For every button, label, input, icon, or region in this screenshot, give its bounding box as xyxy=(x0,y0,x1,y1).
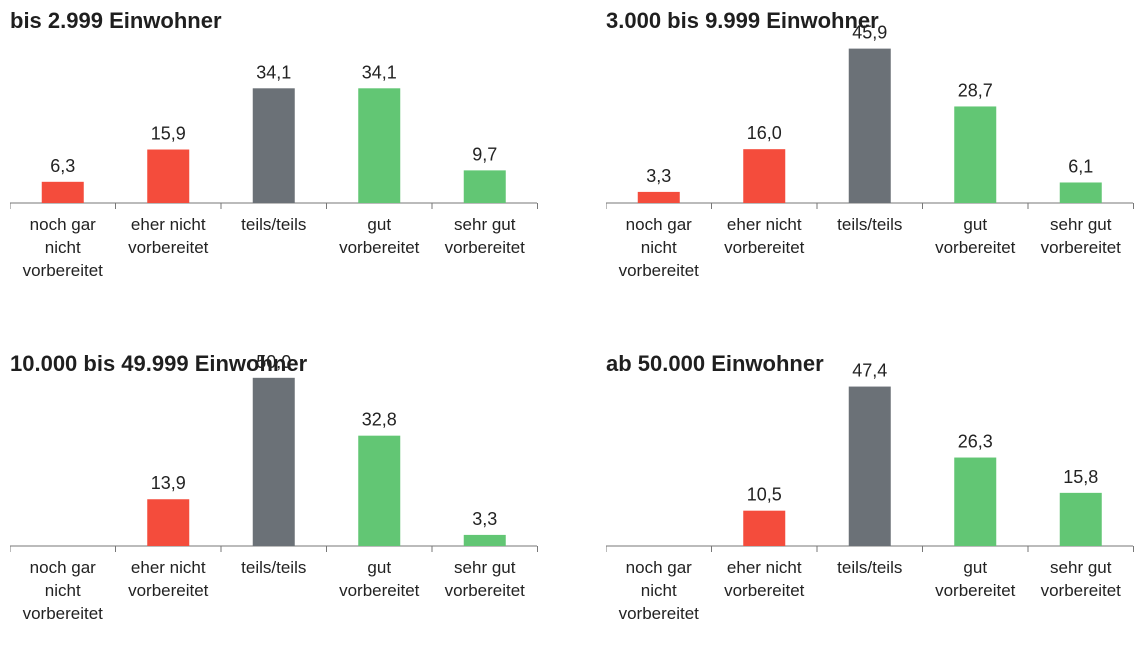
chart-title: 10.000 bis 49.999 Einwohner xyxy=(10,351,308,376)
chart-title: 3.000 bis 9.999 Einwohner xyxy=(606,8,879,33)
data-label: 32,8 xyxy=(362,410,397,430)
bar xyxy=(1059,182,1102,203)
data-label: 3,3 xyxy=(472,509,497,529)
chart-panel-2: 3.000 bis 9.999 Einwohner 3,3 noch gar nic… xyxy=(606,8,1144,328)
x-tick-label: gut vorbereitet xyxy=(339,558,420,600)
x-tick-label: eher nicht vorbereitet xyxy=(724,558,805,600)
x-tick-label: teils/teils xyxy=(837,215,902,234)
data-label: 34,1 xyxy=(362,62,397,82)
x-tick-label: sehr gut vorbereitet xyxy=(1041,215,1122,257)
bar xyxy=(848,386,891,546)
x-tick-label: teils/teils xyxy=(241,558,306,577)
x-tick-label: eher nicht vorbereitet xyxy=(128,558,209,600)
data-label: 28,7 xyxy=(958,80,993,100)
bar-chart: noch gar nicht vorbereitet 13,9 eher nicht vo… xyxy=(10,352,538,623)
x-tick-label: noch gar nicht vorbereitet xyxy=(619,215,700,280)
bar xyxy=(147,499,190,546)
x-tick-label: sehr gut vorbereitet xyxy=(445,558,526,600)
x-tick-label: teils/teils xyxy=(241,215,306,234)
chart-title: bis 2.999 Einwohner xyxy=(10,8,222,33)
x-tick-label: noch gar nicht vorbereitet xyxy=(619,558,700,623)
x-tick-label: gut vorbereitet xyxy=(339,215,420,257)
chart-panel-3: 10.000 bis 49.999 Einwohner noch gar nich… xyxy=(10,351,570,671)
data-label: 34,1 xyxy=(256,62,291,82)
bar xyxy=(743,149,786,203)
data-label: 13,9 xyxy=(151,473,186,493)
data-label: 47,4 xyxy=(852,361,887,381)
x-tick-label: teils/teils xyxy=(837,558,902,577)
x-tick-label: gut vorbereitet xyxy=(935,558,1016,600)
data-label: 16,0 xyxy=(747,123,782,143)
bar xyxy=(358,88,401,203)
x-tick-label: noch gar nicht vorbereitet xyxy=(23,558,104,623)
bar-chart: 3,3 noch gar nicht vorbereitet 16,0 eher nich… xyxy=(606,23,1134,280)
bar xyxy=(743,510,786,546)
bar xyxy=(252,88,295,203)
data-label: 15,8 xyxy=(1063,467,1098,487)
x-tick-label: noch gar nicht vorbereitet xyxy=(23,215,104,280)
data-label: 3,3 xyxy=(646,166,671,186)
data-label: 15,9 xyxy=(151,124,186,144)
data-label: 10,5 xyxy=(747,485,782,505)
chart-title: ab 50.000 Einwohner xyxy=(606,351,824,376)
bar-chart: 6,3 noch gar nicht vorbereitet 15,9 eher nich… xyxy=(10,62,538,280)
x-tick-label: eher nicht vorbereitet xyxy=(128,215,209,257)
data-label: 26,3 xyxy=(958,432,993,452)
chart-panel-1: bis 2.999 Einwohner 6,3 noch gar nicht vorb… xyxy=(10,8,570,328)
bar xyxy=(954,457,997,546)
bar xyxy=(637,191,680,203)
bar xyxy=(252,377,295,546)
data-label: 6,1 xyxy=(1068,156,1093,176)
bar xyxy=(1059,492,1102,546)
data-label: 6,3 xyxy=(50,156,75,176)
x-tick-label: eher nicht vorbereitet xyxy=(724,215,805,257)
x-tick-label: gut vorbereitet xyxy=(935,215,1016,257)
bar xyxy=(41,181,84,203)
bar xyxy=(358,435,401,546)
bar-chart: noch gar nicht vorbereitet 10,5 eher nicht vo… xyxy=(606,361,1134,623)
bar xyxy=(463,534,506,546)
bar xyxy=(954,106,997,203)
x-tick-label: sehr gut vorbereitet xyxy=(1041,558,1122,600)
chart-panel-4: ab 50.000 Einwohner noch gar nicht vorbere… xyxy=(606,351,1144,671)
x-tick-label: sehr gut vorbereitet xyxy=(445,215,526,257)
bar xyxy=(848,48,891,203)
bar xyxy=(147,149,190,203)
bar xyxy=(463,170,506,203)
data-label: 45,9 xyxy=(852,23,887,43)
data-label: 50,0 xyxy=(256,352,291,372)
data-label: 9,7 xyxy=(472,144,497,164)
